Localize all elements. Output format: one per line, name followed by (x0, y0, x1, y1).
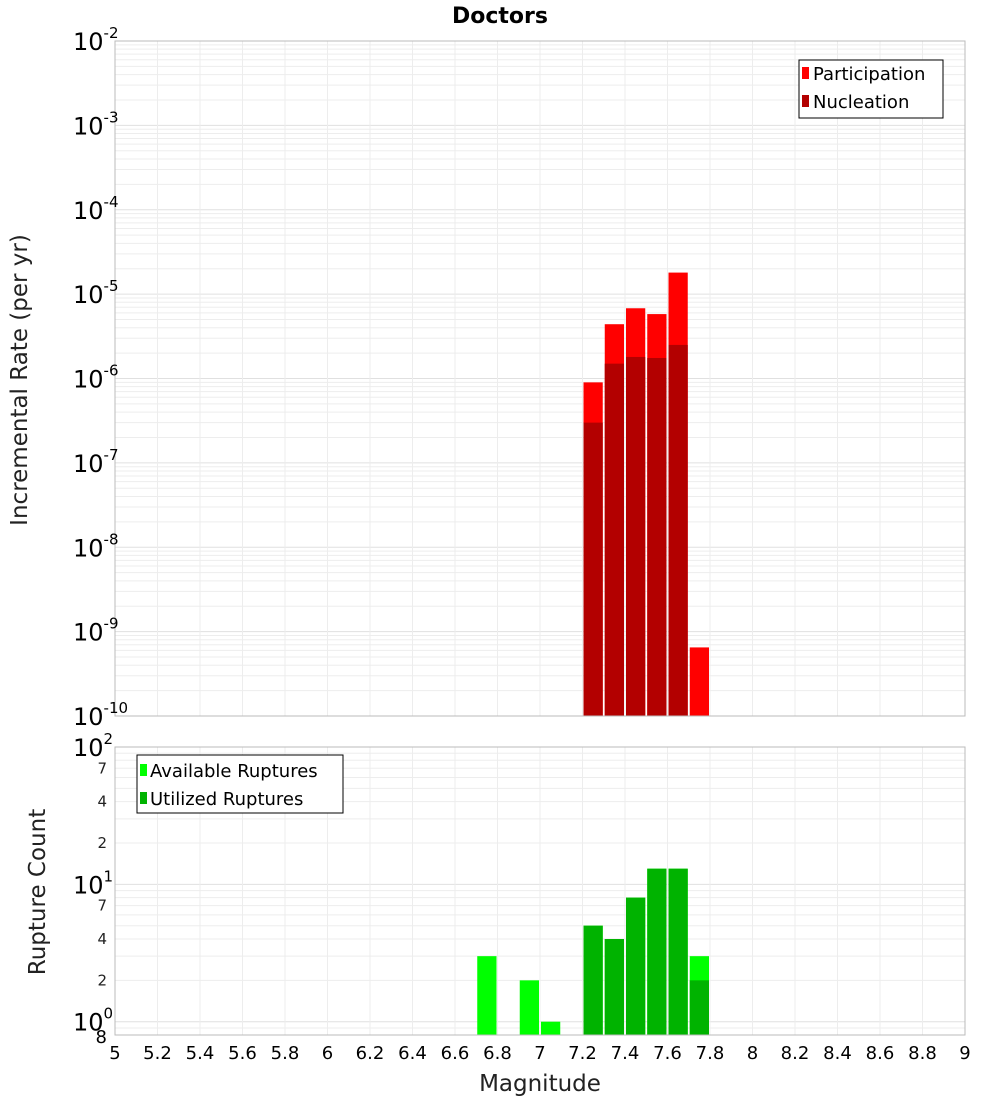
bar-available-ruptures-m6-95 (519, 980, 539, 1035)
legend-swatch-nucleation (802, 95, 809, 107)
top-y-axis-label: Incremental Rate (per yr) (7, 234, 33, 526)
x-tick-label: 6 (322, 1043, 333, 1064)
top-y-tick-label: 10-5 (73, 277, 119, 309)
bar-nucleation-m7-55 (647, 357, 667, 716)
legend-label-utilized-ruptures: Utilized Ruptures (150, 789, 303, 810)
x-tick-label: 8.8 (908, 1043, 937, 1064)
top-y-tick-label: 10-2 (73, 24, 119, 56)
bar-nucleation-m7-65 (668, 344, 688, 716)
top-y-tick-label: 10-3 (73, 108, 119, 140)
bottom-y-minor-tick-label: 2 (97, 971, 107, 989)
legend-swatch-available-ruptures (140, 764, 147, 776)
bottom-y-minor-tick-label: 7 (97, 759, 107, 777)
top-plot-grid (114, 40, 966, 717)
bottom-plot-bars (477, 868, 709, 1035)
top-y-tick-label: 10-10 (73, 699, 128, 731)
x-tick-label: 8.2 (781, 1043, 810, 1064)
bottom-y-tick-label: 100 (73, 1005, 113, 1037)
x-tick-label: 7 (534, 1043, 545, 1064)
bottom-y-minor-tick-label: 2 (97, 834, 107, 852)
legend-label-available-ruptures: Available Ruptures (150, 761, 318, 782)
bar-nucleation-m7-35 (604, 363, 624, 716)
legend-swatch-utilized-ruptures (140, 792, 147, 804)
legend-label-nucleation: Nucleation (813, 92, 909, 113)
bar-utilized-ruptures-m7-35 (604, 939, 624, 1035)
top-y-tick-label: 10-6 (73, 362, 119, 394)
bottom-plot-frame (114, 746, 966, 1036)
bar-utilized-ruptures-m7-75 (689, 980, 709, 1035)
top-legend-frame (798, 59, 944, 119)
bottom-y-minor-tick-label: 4 (97, 793, 107, 811)
bar-participation-m7-75 (689, 647, 709, 716)
top-y-tick-label: 10-9 (73, 615, 119, 647)
top-y-tick-label: 10-8 (73, 530, 119, 562)
bottom-y-tick-label: 101 (73, 867, 113, 899)
x-tick-label: 7.6 (653, 1043, 682, 1064)
x-tick-label: 5.2 (143, 1043, 172, 1064)
top-plot-y-ticks: 10-10 10-9 10-8 10-7 10-6 10-5 10-4 10-3 10-2 (73, 24, 128, 731)
top-y-tick-label: 10-4 (73, 193, 119, 225)
x-tick-label: 9 (959, 1043, 970, 1064)
x-tick-label: 8 (747, 1043, 758, 1064)
top-legend: Participation Nucleation (798, 59, 944, 119)
x-axis-label: Magnitude (479, 1071, 601, 1097)
x-tick-label: 5.6 (228, 1043, 257, 1064)
bottom-plot-y-ticks: 100 101 102 8 2 4 7 2 4 7 (73, 730, 113, 1048)
bottom-y-tick-label: 102 (73, 730, 113, 762)
top-plot-bars (583, 272, 709, 716)
x-tick-label: 6.4 (398, 1043, 427, 1064)
x-tick-label: 7.8 (696, 1043, 725, 1064)
x-tick-label: 6.8 (483, 1043, 512, 1064)
bar-utilized-ruptures-m7-25 (583, 925, 603, 1035)
x-axis-ticks: 5 5.2 5.4 5.6 5.8 6 6.2 6.4 6.6 6.8 7 7.2 7.4 7.6 7.8 8… (109, 1043, 970, 1064)
x-tick-label: 8.6 (866, 1043, 895, 1064)
x-tick-label: 5 (109, 1043, 120, 1064)
x-tick-label: 8.4 (823, 1043, 852, 1064)
chart-title: Doctors (452, 4, 548, 29)
x-tick-label: 6.2 (356, 1043, 385, 1064)
top-plot-frame (114, 40, 966, 717)
x-tick-label: 7.2 (568, 1043, 597, 1064)
top-y-tick-label: 10-7 (73, 446, 119, 478)
bottom-y-axis-label: Rupture Count (25, 809, 51, 975)
legend-label-participation: Participation (813, 64, 925, 85)
bottom-y-minor-tick-label: 7 (97, 897, 107, 915)
x-tick-label: 7.4 (611, 1043, 640, 1064)
bottom-legend: Available Ruptures Utilized Ruptures (136, 754, 344, 814)
bottom-y-minor-tick-label: 4 (97, 930, 107, 948)
bottom-legend-frame (136, 754, 344, 814)
bar-utilized-ruptures-m7-45 (626, 897, 646, 1035)
x-tick-label: 6.6 (441, 1043, 470, 1064)
bar-nucleation-m7-25 (583, 422, 603, 716)
bar-available-ruptures-m7-05 (541, 1021, 561, 1035)
bottom-y-minor-tick-label: 8 (96, 1027, 107, 1048)
legend-swatch-participation (802, 67, 809, 79)
bar-available-ruptures-m6-75 (477, 956, 497, 1035)
bar-utilized-ruptures-m7-65 (668, 868, 688, 1035)
bar-nucleation-m7-45 (626, 356, 646, 716)
x-tick-label: 5.8 (271, 1043, 300, 1064)
x-tick-label: 5.4 (186, 1043, 215, 1064)
bar-utilized-ruptures-m7-55 (647, 868, 667, 1035)
